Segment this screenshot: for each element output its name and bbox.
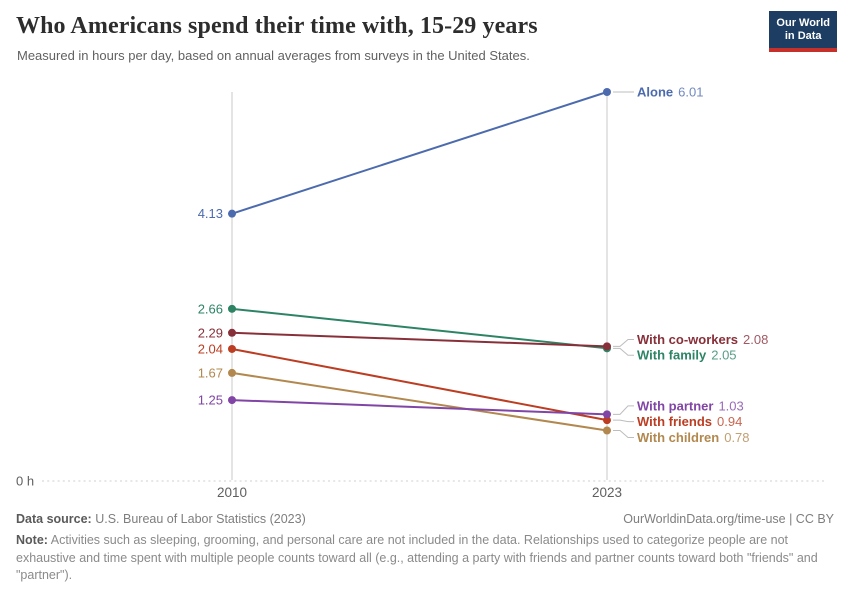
x-tick-2010: 2010 <box>217 485 247 500</box>
data-source-label: Data source: <box>16 512 92 526</box>
series-line-with-friends[interactable] <box>231 347 608 422</box>
label-connector-with-partner <box>613 405 634 415</box>
start-value-label-with-children: 1.67 <box>198 365 223 380</box>
start-value-label-with-family: 2.66 <box>198 301 223 316</box>
x-tick-2023: 2023 <box>592 485 622 500</box>
point-2010-alone[interactable] <box>228 209 236 218</box>
end-value-label-with-family: 2.05 <box>711 348 736 363</box>
owid-logo[interactable]: Our World in Data <box>769 11 837 52</box>
series-line-with-co-workers[interactable] <box>231 331 608 348</box>
start-value-label-with-friends: 2.04 <box>198 341 223 356</box>
owid-logo-line1: Our World <box>776 17 830 29</box>
end-value-label-with-friends: 0.94 <box>717 414 742 429</box>
chart-note: Note: Activities such as sleeping, groom… <box>16 532 834 585</box>
series-label-with-children: With children 0.78 <box>637 430 750 445</box>
series-label-with-family: With family 2.05 <box>637 348 737 363</box>
zero-axis-label: 0 h <box>16 474 34 489</box>
series-label-with-co-workers: With co-workers 2.08 <box>637 332 768 347</box>
series-label-with-friends: With friends 0.94 <box>637 414 742 429</box>
page-title: Who Americans spend their time with, 15-… <box>16 13 538 39</box>
point-2010-with-friends[interactable] <box>228 344 236 353</box>
series-name-with-children: With children <box>637 430 719 445</box>
point-2023-with-co-workers[interactable] <box>603 342 611 351</box>
series-name-with-co-workers: With co-workers <box>637 332 738 347</box>
data-source-text: U.S. Bureau of Labor Statistics (2023) <box>91 512 306 526</box>
series-line-with-family[interactable] <box>231 307 608 350</box>
end-value-label-with-partner: 1.03 <box>718 398 743 413</box>
end-value-label-alone: 6.01 <box>678 85 703 100</box>
label-connector-with-family <box>613 347 634 356</box>
point-2023-with-partner[interactable] <box>603 410 611 419</box>
series-line-alone[interactable] <box>231 91 608 215</box>
data-source: Data source: U.S. Bureau of Labor Statis… <box>16 512 306 526</box>
label-connector-with-children <box>613 430 634 438</box>
label-connector-with-friends <box>613 419 634 423</box>
label-connector-with-co-workers <box>613 338 634 347</box>
point-2010-with-family[interactable] <box>228 304 236 313</box>
end-value-label-with-children: 0.78 <box>724 430 749 445</box>
point-2010-with-partner[interactable] <box>228 396 236 405</box>
point-2023-alone[interactable] <box>603 88 611 96</box>
point-2023-with-friends[interactable] <box>603 416 611 425</box>
point-2010-with-children[interactable] <box>228 368 236 377</box>
series-label-alone: Alone 6.01 <box>637 85 703 100</box>
series-name-with-family: With family <box>637 348 707 363</box>
chart-footer: Data source: U.S. Bureau of Labor Statis… <box>16 512 834 585</box>
series-name-with-partner: With partner <box>637 398 713 413</box>
start-value-label-alone: 4.13 <box>198 206 223 221</box>
point-2010-with-co-workers[interactable] <box>228 328 236 337</box>
start-value-label-with-partner: 1.25 <box>198 393 223 408</box>
start-value-label-with-co-workers: 2.29 <box>198 325 223 340</box>
chart-subtitle: Measured in hours per day, based on annu… <box>17 48 530 63</box>
series-name-alone: Alone <box>637 85 673 100</box>
owid-logo-line2: in Data <box>784 30 822 42</box>
end-value-label-with-co-workers: 2.08 <box>743 332 768 347</box>
series-line-with-children[interactable] <box>231 371 608 432</box>
note-label: Note: <box>16 533 48 547</box>
note-text: Activities such as sleeping, grooming, a… <box>16 533 818 582</box>
series-line-with-partner[interactable] <box>231 399 608 416</box>
series-name-with-friends: With friends <box>637 414 712 429</box>
point-2023-with-children[interactable] <box>603 426 611 435</box>
license-link[interactable]: OurWorldinData.org/time-use | CC BY <box>623 512 834 526</box>
series-label-with-partner: With partner 1.03 <box>637 398 744 413</box>
